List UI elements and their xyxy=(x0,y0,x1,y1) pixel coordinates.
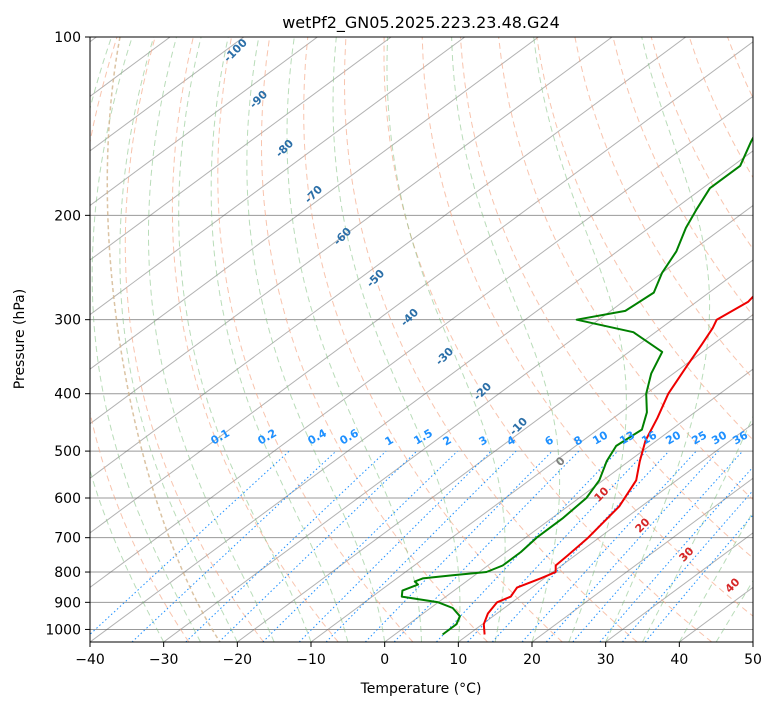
dry-adiabat--10 xyxy=(171,37,339,642)
dry-adiabat-60 xyxy=(459,37,753,559)
dry-adiabat-10 xyxy=(260,37,488,642)
chart-title: wetPf2_GN05.2025.223.23.48.G24 xyxy=(282,13,560,33)
dry-adiabat--20 xyxy=(124,37,264,642)
dry-adiabat-0 xyxy=(217,37,414,642)
dry-adiabat-40 xyxy=(383,37,713,642)
y-tick-label-700: 700 xyxy=(54,531,81,547)
mixing-ratio-line-4 xyxy=(393,450,580,642)
x-tick-label-5: 10 xyxy=(449,652,467,668)
mixing-ratio-line-0.6 xyxy=(218,450,418,642)
dry-adiabat-70 xyxy=(498,37,753,501)
moist-adiabat-10 xyxy=(332,37,461,642)
y-tick-label-600: 600 xyxy=(54,491,81,507)
y-axis-label: Pressure (hPa) xyxy=(12,289,28,389)
y-tick-label-300: 300 xyxy=(54,313,81,329)
x-tick-label-1: −30 xyxy=(149,652,179,668)
temperature-profile xyxy=(482,295,753,635)
mixing-ratio-line-13 xyxy=(521,450,697,642)
isotherm-30 xyxy=(605,532,753,642)
x-axis-label: Temperature (°C) xyxy=(360,681,482,697)
mixing-ratio-line-20 xyxy=(572,450,744,642)
isobar-grid xyxy=(90,37,753,630)
isotherm-20 xyxy=(531,477,753,642)
isotherm--130 xyxy=(90,37,245,152)
isotherm--110 xyxy=(90,37,392,261)
mixing-ratio-line-1 xyxy=(262,450,458,642)
moist-adiabat-20 xyxy=(451,37,561,642)
moist-adiabat--25 xyxy=(91,37,201,642)
dry-adiabat--30 xyxy=(90,37,190,642)
y-tick-label-500: 500 xyxy=(54,444,81,460)
plot-frame xyxy=(89,36,754,643)
isotherm-10 xyxy=(458,423,753,642)
lcl-curve xyxy=(106,37,221,642)
dry-adiabat-50 xyxy=(421,37,753,617)
lcl-arc xyxy=(106,37,221,642)
mixing-ratio-line-16 xyxy=(545,450,719,642)
x-tick-label-4: 0 xyxy=(380,652,389,668)
mixing-ratio-line-10 xyxy=(491,450,670,642)
isotherm--30 xyxy=(163,204,753,642)
x-tick-label-7: 30 xyxy=(597,652,615,668)
y-tick-label-400: 400 xyxy=(54,387,81,403)
x-tick-label-2: −20 xyxy=(223,652,253,668)
dry-adiabat-20 xyxy=(303,37,563,642)
x-axis-ticks: −40 −30 −20 −10 0 10 20 30 40 50 xyxy=(75,642,762,668)
mixing-ratio-line-3 xyxy=(364,450,553,642)
isotherm--50 xyxy=(90,95,753,589)
x-tick-label-3: −10 xyxy=(296,652,326,668)
mixing-ratio-line-2 xyxy=(325,450,517,642)
dry-adiabat-30 xyxy=(343,37,638,642)
moist-adiabat--5 xyxy=(210,37,349,642)
dry-adiabat-80 xyxy=(536,37,753,441)
moist-adiabat--10 xyxy=(178,37,312,642)
moist-adiabat-35 xyxy=(642,415,753,642)
isotherm--70 xyxy=(90,37,687,479)
y-tick-label-200: 200 xyxy=(54,208,81,224)
x-tick-label-9: 50 xyxy=(744,652,762,668)
isotherm-0 xyxy=(384,368,753,642)
y-axis-ticks: 100 200 300 400 500 600 700 800 900 1000 xyxy=(45,30,90,638)
isotherm--100 xyxy=(90,37,466,316)
y-tick-label-800: 800 xyxy=(54,565,81,581)
y-tick-label-900: 900 xyxy=(54,595,81,611)
x-tick-label-6: 20 xyxy=(523,652,541,668)
moist-adiabat-0 xyxy=(246,37,386,642)
y-tick-label-100: 100 xyxy=(54,30,81,46)
moist-adiabat--20 xyxy=(119,37,238,642)
isotherm-grid xyxy=(90,37,753,642)
sounding-series xyxy=(400,135,753,636)
isotherm--10 xyxy=(310,313,753,642)
x-tick-label-8: 40 xyxy=(670,652,688,668)
isotherm--80 xyxy=(90,37,613,425)
dry-adiabats xyxy=(90,37,753,642)
isotherm--60 xyxy=(90,41,753,534)
moist-adiabat--15 xyxy=(148,37,275,642)
moist-adiabat-25 xyxy=(533,37,627,642)
y-tick-label-1000: 1000 xyxy=(45,622,81,638)
isotherm--90 xyxy=(90,37,539,370)
x-tick-label-0: −40 xyxy=(75,652,105,668)
plot-area: -100-90-80-70-60-50-40-30-20-100.1 0.2 0.4… xyxy=(90,37,753,642)
isotherm--120 xyxy=(90,37,318,207)
mixing-ratio-line-0.4 xyxy=(185,450,387,642)
mixing-ratio-line-1.5 xyxy=(298,450,492,642)
